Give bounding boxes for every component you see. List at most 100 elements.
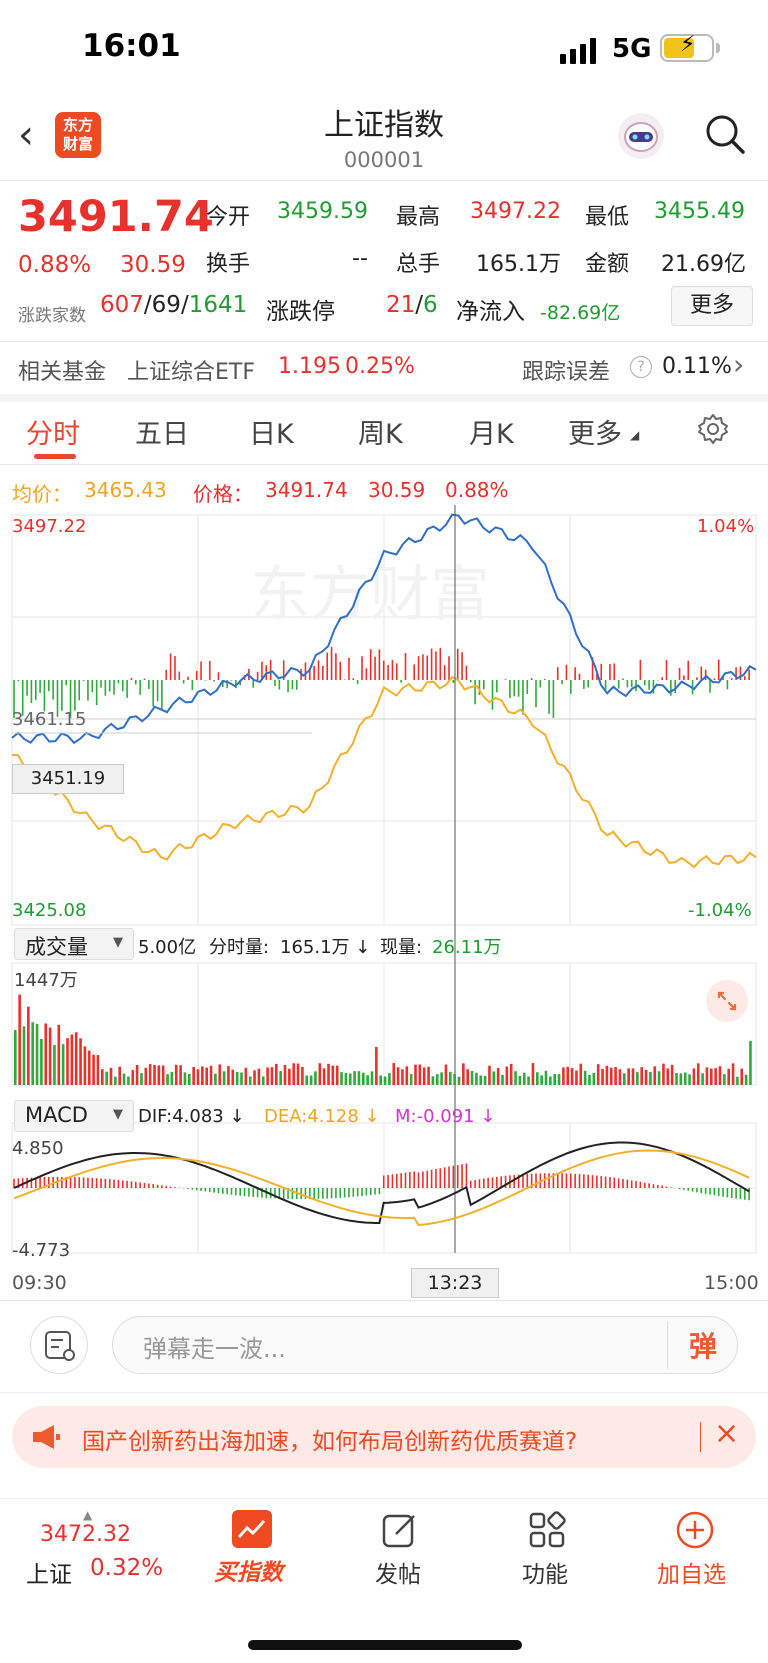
intraday-chart[interactable]: 东方财富: [0, 505, 768, 1295]
turnover-value: --: [352, 246, 368, 271]
danmu-toggle-button[interactable]: 弹: [689, 1330, 718, 1363]
volume-bar: [40, 1038, 43, 1085]
more-quote-button[interactable]: 更多: [671, 286, 753, 326]
volume-bar: [618, 1069, 622, 1085]
buy-index-icon[interactable]: [232, 1510, 272, 1548]
macd-indicator-selector[interactable]: MACD ▼: [14, 1100, 134, 1132]
volume-bar: [44, 1023, 48, 1085]
volume-bar: [549, 1076, 552, 1085]
volume-bar: [22, 1026, 26, 1085]
volume-bar: [153, 1065, 156, 1085]
app-logo[interactable]: 东方 财富: [55, 112, 101, 158]
expand-chart-button[interactable]: [706, 980, 748, 1022]
volume-bar: [209, 1065, 213, 1085]
volume-bar: [266, 1067, 269, 1085]
volume-bar: [318, 1063, 322, 1085]
volume-bar: [105, 1071, 108, 1085]
volume-bar: [357, 1071, 361, 1085]
danmu-settings-button[interactable]: [30, 1316, 88, 1374]
volume-bar: [392, 1063, 396, 1085]
tab-intraday[interactable]: 分时: [26, 419, 80, 450]
watermark: 东方财富: [250, 561, 490, 628]
volume-indicator-selector[interactable]: 成交量 ▼: [14, 928, 134, 960]
tab-monthly-k[interactable]: 月K: [469, 419, 514, 450]
volume-bar: [335, 1065, 339, 1085]
volume-bar: [183, 1072, 187, 1085]
danmu-input[interactable]: 弹幕走一波... 弹: [112, 1316, 738, 1374]
dea-line: [13, 1149, 750, 1227]
volume-bar: [588, 1074, 591, 1085]
fund-name: 上证综合ETF: [127, 360, 255, 385]
volume-bar: [344, 1073, 348, 1085]
volume-bar: [435, 1074, 439, 1085]
post-icon[interactable]: [380, 1510, 420, 1550]
volume-bar: [444, 1064, 448, 1085]
help-icon[interactable]: ?: [630, 356, 652, 378]
status-bar: 16:01 5G ⚡: [0, 0, 768, 100]
news-banner[interactable]: 国产创新药出海加速，如何布局创新药优质赛道? ×: [12, 1406, 756, 1468]
tab-daily-k[interactable]: 日K: [249, 419, 294, 450]
function-button[interactable]: 功能: [522, 1562, 568, 1588]
home-indicator: [248, 1640, 522, 1650]
volume-bar: [488, 1065, 491, 1085]
volume-bar: [631, 1068, 635, 1085]
buy-index-button[interactable]: 买指数: [214, 1560, 283, 1586]
volume-bar: [527, 1076, 530, 1085]
low-value: 3455.49: [654, 199, 745, 224]
volume-bar: [544, 1070, 548, 1085]
now-vol-value: 26.11万: [432, 937, 502, 958]
volume-bar: [170, 1071, 174, 1085]
volume-bar: [623, 1073, 626, 1085]
volume-bar: [166, 1074, 169, 1085]
robot-avatar-icon[interactable]: [618, 113, 664, 159]
change-value: 30.59: [120, 252, 186, 278]
bottom-index-value[interactable]: 3472.32: [40, 1522, 131, 1547]
volume-bar: [422, 1067, 426, 1085]
add-watchlist-button[interactable]: 加自选: [657, 1562, 726, 1588]
add-watchlist-icon[interactable]: [675, 1510, 715, 1550]
volume-bar: [609, 1067, 613, 1085]
volume-bar: [109, 1067, 113, 1085]
volume-bar: [301, 1066, 304, 1085]
amount-label: 金额: [585, 252, 630, 277]
tab-five-day[interactable]: 五日: [135, 419, 189, 450]
limit-label: 涨跌停: [266, 299, 335, 325]
volume-bar: [449, 1071, 452, 1085]
settings-icon[interactable]: [696, 412, 730, 446]
avg-label: 均价：: [12, 482, 72, 506]
volume-bar: [662, 1063, 665, 1085]
turnover-label: 换手: [206, 252, 251, 277]
volume-bar: [505, 1066, 509, 1085]
search-icon[interactable]: [704, 113, 746, 155]
volume-bar: [140, 1073, 143, 1085]
macd-dea: DEA:4.128 ↓: [264, 1106, 380, 1127]
apps-icon[interactable]: [527, 1510, 567, 1550]
volume-bar: [83, 1046, 87, 1085]
open-value: 3459.59: [277, 199, 368, 224]
bottom-index-pct[interactable]: 0.32%: [90, 1555, 164, 1581]
tab-more[interactable]: 更多: [568, 419, 622, 450]
close-icon[interactable]: ×: [714, 1416, 740, 1451]
stock-code: 000001: [343, 148, 425, 172]
volume-bar: [79, 1038, 82, 1085]
volume-bar: [688, 1074, 691, 1085]
volume-bar: [196, 1069, 200, 1085]
tab-weekly-k[interactable]: 周K: [358, 419, 403, 450]
post-button[interactable]: 发帖: [375, 1562, 421, 1588]
volume-bar: [657, 1071, 661, 1085]
fund-label: 相关基金: [18, 360, 107, 385]
volume-bar: [705, 1067, 709, 1085]
volume-bar: [683, 1072, 687, 1085]
volume-bar: [570, 1068, 574, 1085]
volume-bar: [396, 1067, 400, 1085]
volume-bar: [579, 1063, 583, 1085]
chevron-right-icon: ›: [733, 348, 745, 381]
volume-bar: [362, 1072, 365, 1085]
volume-bar: [288, 1068, 291, 1085]
volume-bar: [270, 1067, 274, 1085]
bottom-index-name[interactable]: 上证: [26, 1562, 72, 1588]
back-icon[interactable]: ‹: [18, 112, 34, 158]
volume-bar: [470, 1070, 474, 1085]
volume-bar: [483, 1075, 487, 1085]
amount-value: 21.69亿: [661, 252, 746, 277]
